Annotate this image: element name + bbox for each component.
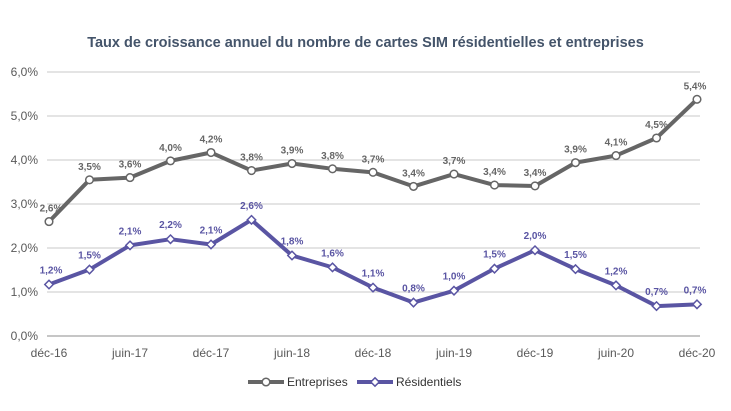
data-label: 4,1% (605, 138, 628, 149)
x-tick-label: juin-18 (273, 346, 310, 360)
y-tick-label: 1,0% (11, 285, 39, 299)
data-label: 0,8% (402, 284, 425, 295)
data-label: 5,4% (684, 81, 707, 92)
data-point (327, 262, 338, 273)
data-label: 3,5% (78, 162, 101, 173)
data-point (165, 233, 176, 245)
data-label: 1,2% (605, 266, 628, 277)
data-point (448, 285, 460, 296)
data-point (489, 263, 500, 274)
data-point (651, 133, 662, 143)
y-tick-label: 0,0% (11, 329, 39, 343)
data-label: 1,0% (443, 272, 466, 283)
legend-label: Entreprises (287, 375, 348, 389)
data-label: 4,2% (200, 135, 223, 146)
data-point (368, 167, 378, 177)
data-label: 2,2% (159, 220, 182, 231)
legend-label: Résidentiels (396, 375, 461, 389)
data-label: 1,5% (564, 250, 587, 261)
chart-title: Taux de croissance annuel du nombre de c… (87, 35, 644, 51)
data-point (408, 297, 419, 308)
data-label: 2,0% (524, 231, 547, 242)
x-tick-label: juin-19 (435, 346, 472, 360)
data-point (692, 94, 702, 104)
data-point (449, 169, 459, 179)
x-tick-label: déc-16 (31, 346, 68, 360)
legend-marker (261, 377, 271, 387)
x-tick-label: déc-17 (193, 346, 230, 360)
data-label: 2,6% (240, 201, 263, 212)
x-tick-label: déc-18 (355, 346, 392, 360)
data-point (246, 214, 257, 226)
data-label: 0,7% (684, 285, 707, 296)
data-point (205, 239, 217, 250)
data-label: 1,5% (78, 251, 101, 262)
y-tick-label: 6,0% (11, 65, 39, 79)
data-point (327, 164, 338, 174)
data-point (570, 158, 581, 168)
data-point (206, 147, 216, 158)
data-label: 3,8% (321, 151, 344, 162)
data-label: 3,7% (362, 154, 385, 165)
data-point (529, 244, 541, 256)
x-tick-label: juin-20 (597, 346, 634, 360)
data-label: 2,1% (200, 225, 223, 236)
data-label: 3,9% (281, 146, 304, 157)
data-point (287, 158, 297, 169)
series-line-residentiels (48, 217, 698, 309)
data-point (286, 250, 298, 261)
data-label: 3,4% (524, 168, 547, 179)
data-label: 3,8% (240, 153, 263, 164)
data-label: 1,2% (40, 266, 63, 277)
data-point (367, 282, 379, 293)
data-point (84, 264, 95, 275)
data-point (44, 217, 54, 227)
data-label: 1,5% (483, 250, 506, 261)
data-point (530, 181, 540, 191)
data-point (408, 181, 419, 191)
data-label: 3,4% (483, 167, 506, 178)
data-point (570, 263, 581, 275)
x-tick-label: juin-17 (111, 346, 148, 360)
data-point (165, 156, 176, 166)
data-point (610, 280, 622, 291)
y-tick-label: 4,0% (11, 153, 39, 167)
data-label: 4,0% (159, 143, 182, 154)
data-label: 1,8% (281, 236, 304, 247)
data-label: 1,6% (321, 248, 344, 259)
data-point (691, 299, 703, 310)
y-tick-label: 2,0% (11, 241, 39, 255)
data-label: 2,1% (119, 226, 142, 237)
data-point (124, 240, 136, 251)
data-point (246, 166, 257, 176)
x-tick-label: déc-20 (679, 346, 716, 360)
data-label: 3,6% (119, 160, 142, 171)
data-point (43, 279, 55, 290)
data-label: 3,4% (402, 168, 425, 179)
data-label: 4,5% (645, 120, 668, 131)
data-point (489, 180, 500, 190)
data-label: 1,1% (362, 269, 385, 280)
y-tick-label: 3,0% (11, 197, 39, 211)
data-label: 0,7% (645, 287, 668, 298)
data-point (84, 175, 95, 185)
data-point (125, 173, 135, 183)
data-point (651, 300, 662, 312)
data-label: 2,6% (40, 204, 63, 215)
x-tick-label: déc-19 (517, 346, 554, 360)
data-label: 3,7% (443, 156, 466, 167)
data-label: 3,9% (564, 145, 587, 156)
y-tick-label: 5,0% (11, 109, 39, 123)
data-point (611, 151, 621, 161)
legend-marker (369, 376, 381, 388)
